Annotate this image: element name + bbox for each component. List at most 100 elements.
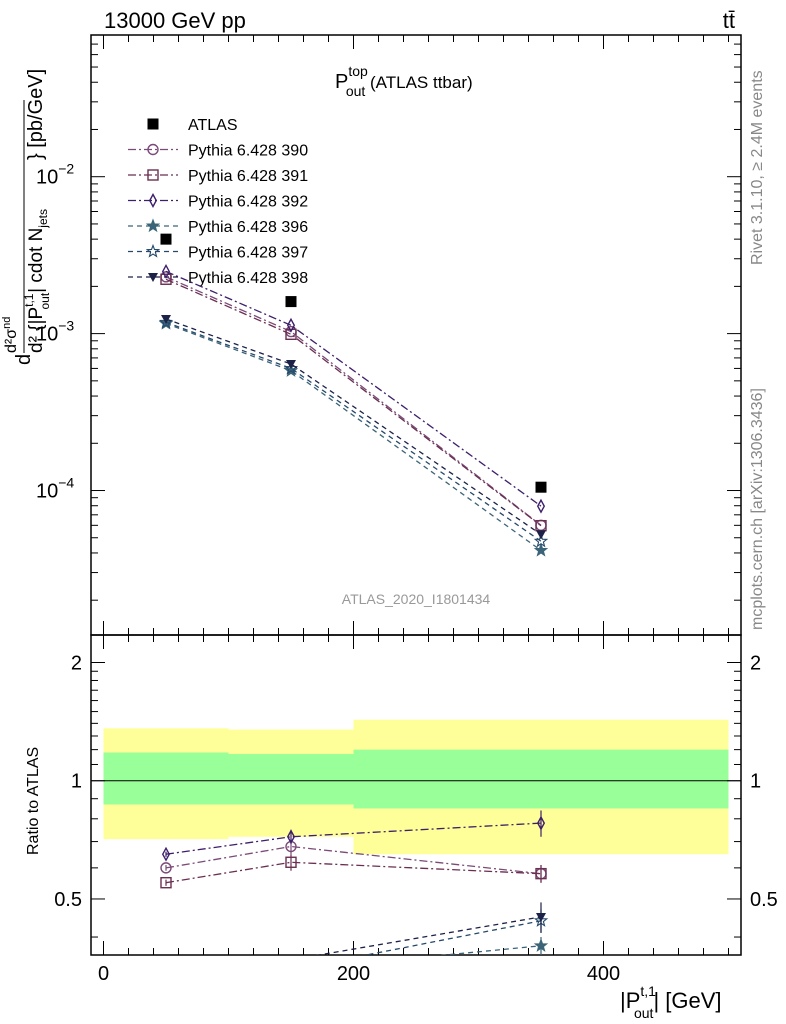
legend: ATLAS Pythia 6.428 390 Pythia 6.428 391 Pyt… [128,117,308,287]
ratio-series-line-4 [363,920,542,955]
main-point-6-2 [536,530,546,540]
plot-title-sup: top [348,63,368,79]
plot-title-main: P [335,71,348,93]
ratio-y-tick-label-right-2: 0.5 [750,889,778,911]
legend-marker-3 [148,193,158,208]
main-series-line-3 [165,270,542,507]
legend-label-5: Pythia 6.428 397 [188,245,308,262]
ratio-point-2-2 [536,815,546,831]
legend-label-3: Pythia 6.428 392 [188,194,308,211]
ratio-band-inner-1 [228,753,354,805]
svg-text:} [pb/GeV]: } [pb/GeV] [25,69,47,160]
ratio-series-2 [161,810,546,862]
main-y-tick-label-1: 10−3 [36,318,74,346]
main-point-3-1 [286,317,296,333]
ylabel-d: d [13,354,35,365]
ylabel-denom-sub: out [38,292,52,309]
ratio-y-axis-label: Ratio to ATLAS [25,747,42,855]
axis-ticks: 0 200 400 10−2 10−3 10−4 2 2 1 1 0.5 0.5 [36,34,778,985]
main-point-2-1 [285,328,297,340]
ratio-series-5 [286,902,546,965]
ratio-point-2-1 [286,829,296,845]
ratio-y-tick-label-left-2: 0.5 [54,889,82,911]
main-series [158,233,549,557]
ratio-point-1-0 [160,877,172,889]
analysis-id: ATLAS_2020_I1801434 [342,591,491,607]
legend-marker-6 [148,273,158,282]
ratio-band-inner-0 [103,752,229,805]
legend-item-0: ATLAS [147,117,238,134]
legend-label-6: Pythia 6.428 398 [188,270,308,287]
xlabel-sup: t,1 [640,983,656,999]
main-point-4-1 [283,363,299,377]
side-label-rivet: Rivet 3.1.10, ≥ 2.4M events [749,70,766,265]
main-series-line-6 [165,318,542,535]
main-point-0-1 [285,296,297,308]
xlabel-pre: |P [620,988,640,1013]
legend-item-4: Pythia 6.428 396 [128,218,308,236]
ratio-series-3 [160,937,549,1003]
header-energy: 13000 GeV pp [104,8,246,33]
legend-marker-2 [147,169,159,181]
ratio-y-tick-label-right-0: 2 [750,653,761,675]
x-tick-label-2: 400 [587,963,620,985]
main-series-1 [160,271,547,532]
ratio-point-2-0 [161,846,171,862]
legend-item-2: Pythia 6.428 391 [128,168,308,185]
ylabel-unit: } [pb/GeV] [25,69,47,160]
plot-title: Ptop out (ATLAS ttbar) [335,63,473,99]
main-series-line-4 [165,322,542,551]
ylabel-denom: d² {|P [26,307,47,353]
main-point-3-0 [161,263,171,279]
ratio-point-0-0 [160,862,172,874]
main-point-6-1 [286,360,296,370]
svg-text:d²σnd: d²σnd [1,317,20,353]
ratio-series [160,810,549,1003]
ratio-band-inner-2 [353,749,729,809]
main-series-0 [160,233,547,493]
main-series-line-5 [165,321,542,542]
legend-label-1: Pythia 6.428 390 [188,143,308,160]
plot-title-suffix: (ATLAS ttbar) [365,73,472,92]
legend-item-3: Pythia 6.428 392 [128,193,308,211]
ylabel-sigma: d²σ [3,329,20,353]
x-tick-label-0: 0 [98,963,109,985]
ratio-y-tick-label-left-0: 2 [71,653,82,675]
main-y-axis-label: d d²σnd d² {|Pt,1 out| cdot Njets } [pb/G… [1,69,52,365]
ratio-plot-frame [90,634,742,956]
main-point-0-0 [160,233,172,245]
main-series-2 [160,273,547,532]
main-series-6 [161,314,546,540]
legend-marker-5 [145,243,161,258]
ylabel-denom-sup: t,1 [22,293,36,307]
ratio-point-5-1 [286,956,296,965]
ratio-series-line-0 [165,845,542,875]
main-point-4-2 [533,542,549,557]
ratio-point-3-0 [160,992,171,1003]
ylabel-sigma-sup: nd [1,317,13,329]
ratio-point-3-2 [533,938,549,952]
main-series-line-1 [165,276,542,526]
ratio-point-3-1 [285,964,296,975]
x-axis-label: |Pt,1 out| [GeV] [620,983,722,1021]
main-series-line-2 [165,278,542,527]
ratio-y-tick-label-right-1: 1 [750,771,761,793]
ratio-point-1-1 [285,856,297,868]
ratio-point-1-2 [535,867,547,880]
main-y-tick-label-0: 10−2 [36,161,74,189]
ratio-series-line-2 [165,822,542,855]
ratio-series-line-1 [165,861,542,884]
side-label-mcplots: mcplots.cern.ch [arXiv:1306.3436] [749,388,766,630]
main-point-3-2 [536,498,546,514]
ratio-point-4-1 [285,964,296,975]
plot-title-sub: out [346,83,366,99]
main-series-4 [158,315,549,557]
svg-text:d: d [13,354,35,365]
main-point-0-2 [535,481,547,493]
x-tick-label-1: 200 [337,963,370,985]
main-y-tick-label-2: 10−4 [36,475,74,503]
ratio-point-5-2 [536,912,546,922]
main-point-5-2 [533,533,549,548]
